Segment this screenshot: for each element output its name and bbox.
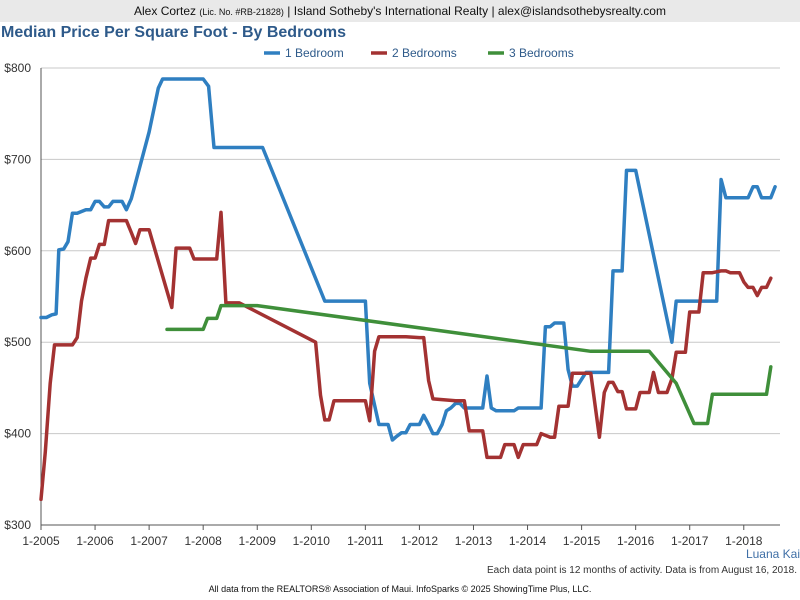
x-tick-label: 1-2012 [401, 534, 439, 548]
legend-label: 3 Bedrooms [509, 46, 574, 60]
series-line-1 [39, 77, 777, 442]
axes: $300 $400 $500 $600 $700 $800 1-2005 1-2006 1-20… [4, 61, 780, 548]
x-tick-label: 1-2010 [293, 534, 331, 548]
legend: 1 Bedroom 2 Bedrooms 3 Bedrooms [264, 46, 574, 60]
x-tick-label: 1-2011 [347, 534, 384, 548]
series-line-3 [165, 303, 773, 426]
x-tick-label: 1-2009 [239, 534, 277, 548]
legend-label: 2 Bedrooms [392, 46, 457, 60]
footer-credit: All data from the REALTORS® Association … [208, 584, 592, 594]
series-line-2 [39, 210, 773, 502]
y-tick-label: $700 [4, 152, 31, 166]
x-tick-label: 1-2016 [617, 534, 655, 548]
x-tick-label: 1-2005 [22, 534, 60, 548]
header-bar: Alex Cortez (Lic. No. #RB-21828) | Islan… [0, 0, 800, 22]
x-tick-label: 1-2007 [130, 534, 168, 548]
series-lines [39, 77, 777, 502]
area-label: Luana Kai [745, 547, 800, 561]
x-tick-label: 1-2017 [671, 534, 709, 548]
x-tick-label: 1-2018 [725, 534, 763, 548]
x-tick-label: 1-2008 [184, 534, 222, 548]
x-tick-label: 1-2015 [563, 534, 601, 548]
chart-title: Median Price Per Square Foot - By Bedroo… [1, 24, 346, 41]
y-tick-label: $400 [4, 427, 31, 441]
x-tick-label: 1-2013 [455, 534, 493, 548]
legend-label: 1 Bedroom [285, 46, 344, 60]
x-tick-label: 1-2006 [76, 534, 114, 548]
y-tick-label: $300 [4, 518, 31, 532]
y-tick-label: $500 [4, 335, 31, 349]
agent-name: Alex Cortez [134, 4, 197, 18]
grid-lines [41, 67, 780, 526]
data-note: Each data point is 12 months of activity… [487, 565, 797, 576]
y-tick-label: $600 [4, 244, 31, 258]
agency-contact: | Island Sotheby's International Realty … [287, 4, 666, 18]
x-tick-label: 1-2014 [509, 534, 547, 548]
y-tick-label: $800 [4, 61, 31, 75]
license-number: (Lic. No. #RB-21828) [199, 7, 284, 17]
